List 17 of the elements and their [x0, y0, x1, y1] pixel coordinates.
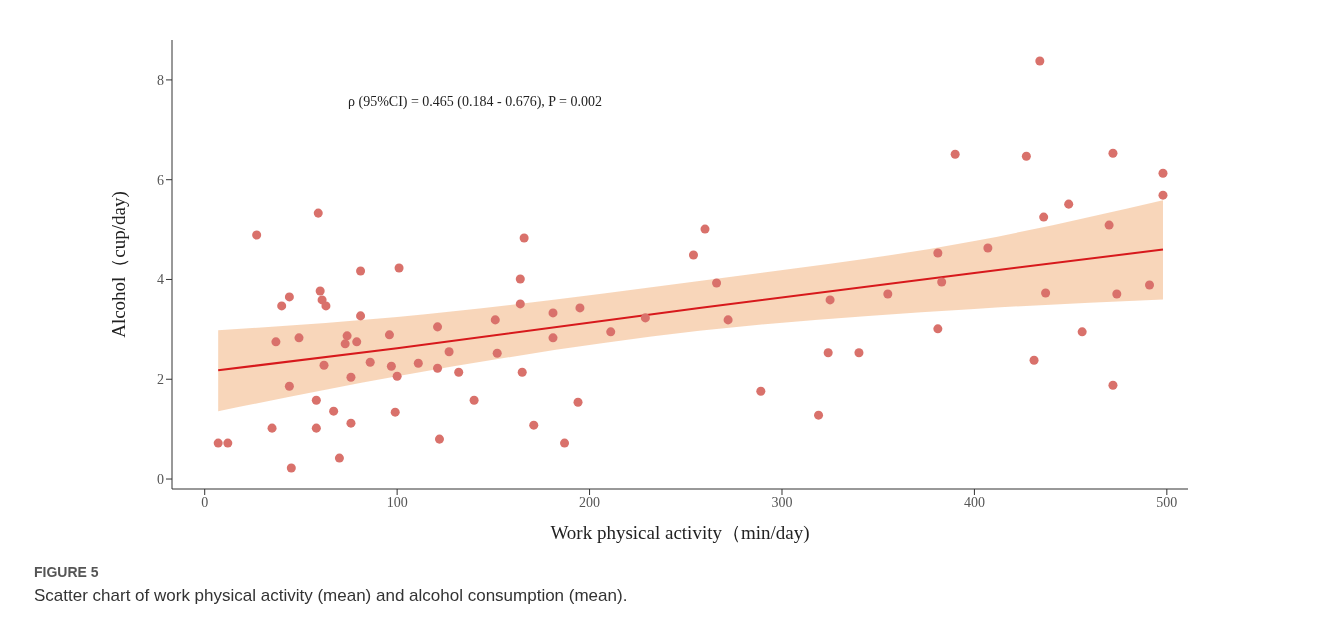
- x-axis-title: Work physical activity（min/day): [550, 522, 810, 544]
- y-axis-title: Alcohol（cup/day): [107, 191, 130, 338]
- y-tick-label: 8: [157, 72, 164, 88]
- y-tick-label: 6: [157, 172, 164, 188]
- caption: FIGURE 5: [34, 564, 100, 580]
- y-tick-label: 4: [157, 272, 164, 288]
- x-tick-label: 0: [201, 494, 209, 510]
- x-tick-label: 300: [771, 494, 793, 510]
- line-series: [217, 248, 1164, 372]
- y-tick-label: 2: [157, 372, 164, 388]
- x-tick-label: 100: [386, 494, 408, 510]
- x-tick-label: 400: [963, 494, 985, 510]
- y-tick-label: 0: [157, 471, 164, 487]
- x-tick-label: 500: [1156, 494, 1178, 510]
- annotation: ρ (95%CI) = 0.465 (0.184 - 0.676), P = 0.002: [348, 94, 603, 110]
- text: Scatter chart of work physical activity (mean) and alcohol consumption (mean).: [34, 586, 629, 606]
- x-tick-label: 200: [579, 494, 601, 510]
